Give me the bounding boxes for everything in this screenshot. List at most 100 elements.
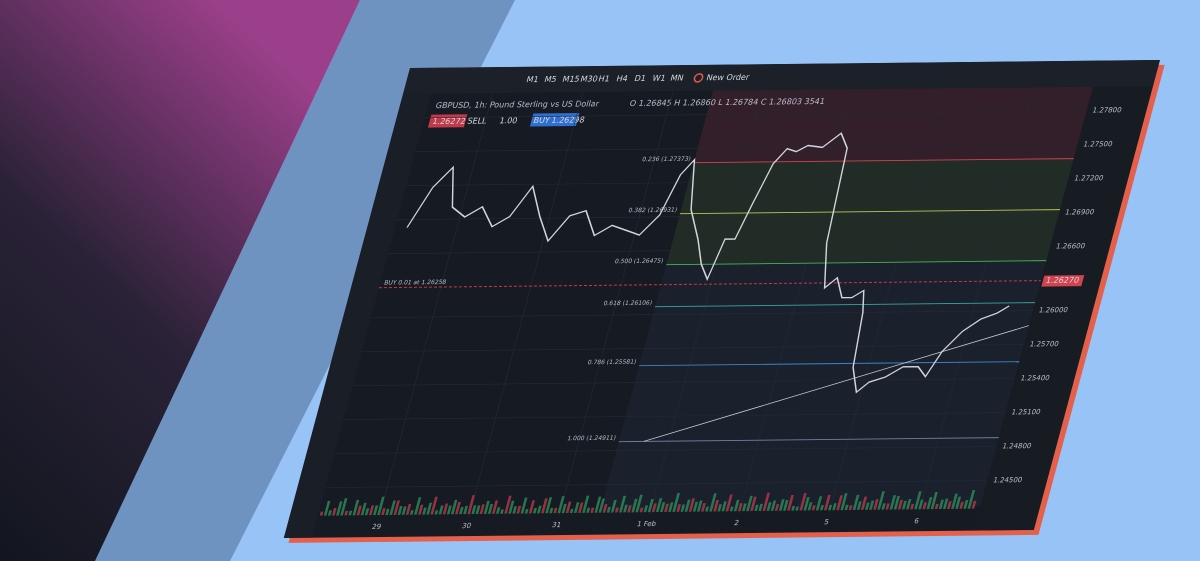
volume-bar	[963, 499, 969, 509]
volume-bar	[426, 502, 433, 515]
volume-bar	[889, 495, 897, 510]
volume-bar	[332, 507, 337, 516]
price-label: 1.26000	[1038, 305, 1070, 314]
timeframe[interactable]: M1	[525, 74, 540, 84]
volume-bar	[865, 502, 870, 510]
sell-label[interactable]: SELL	[466, 116, 488, 126]
volume-bar	[955, 496, 962, 509]
volume-bar	[852, 494, 860, 510]
volume-bar	[606, 506, 611, 513]
volume-bar	[713, 500, 719, 512]
volume-bar	[869, 500, 875, 510]
volume-bar	[922, 502, 927, 510]
volume-bar	[508, 500, 515, 514]
volume-bar	[430, 496, 438, 515]
volume-bar	[836, 495, 843, 511]
fib-line	[666, 260, 1047, 266]
volume-bar	[819, 505, 824, 511]
volume-bar	[783, 499, 789, 511]
time-label: 5	[823, 517, 830, 526]
volume-bar	[729, 506, 734, 512]
volume-bar	[758, 503, 763, 511]
volume-bar	[692, 501, 699, 512]
volume-bar	[860, 496, 868, 510]
fib-label: 1.000 (1.24911)	[566, 435, 616, 442]
volume-bar	[762, 492, 770, 511]
volume-bar	[901, 500, 907, 510]
timeframe[interactable]: MN	[669, 73, 685, 83]
timeframe[interactable]: W1	[651, 73, 667, 83]
fib-line	[618, 437, 999, 443]
volume-bar	[483, 500, 490, 514]
fib-label: 0.618 (1.26106)	[603, 300, 653, 307]
sidebar	[283, 93, 432, 538]
time-label: 31	[551, 520, 562, 529]
volume-bar	[352, 499, 360, 516]
volume-bar	[742, 503, 747, 512]
volume-bar	[520, 497, 528, 514]
volume-bar	[553, 507, 558, 514]
volume-bar	[647, 499, 654, 513]
time-label: 6	[913, 516, 920, 525]
timeframe[interactable]: M5	[543, 74, 558, 84]
order-icon[interactable]	[693, 73, 704, 83]
volume-bar	[373, 505, 379, 516]
fib-label: 0.786 (1.25581)	[587, 359, 637, 366]
volume-bar	[368, 505, 375, 516]
volume-bar	[627, 505, 632, 513]
time-label: 2	[733, 518, 740, 527]
volume-bar	[504, 495, 512, 514]
timeframe[interactable]: M15	[561, 74, 581, 84]
volume-bar	[877, 491, 885, 510]
timeframe[interactable]: H1	[597, 73, 611, 83]
current-price: 1.26270	[1045, 275, 1081, 285]
volume-bar	[500, 509, 504, 514]
volume-bar	[746, 495, 753, 512]
buy-label[interactable]: BUY	[532, 115, 551, 125]
volume-bar	[967, 489, 976, 509]
price-path	[406, 132, 1010, 394]
timeframe[interactable]: H4	[615, 73, 629, 83]
volume-bar	[631, 498, 638, 513]
volume-bar	[434, 510, 439, 515]
price-label: 1.24500	[992, 475, 1024, 484]
volume-bar	[672, 492, 680, 512]
volume-bar	[557, 496, 565, 514]
volume-bar	[717, 504, 722, 512]
order-line	[378, 280, 1042, 289]
price-label: 1.25100	[1010, 407, 1042, 416]
volume-bar	[754, 504, 759, 512]
volume-bar	[323, 500, 331, 516]
volume-bar	[590, 507, 595, 513]
volume-bar	[340, 498, 348, 516]
volume-bar	[385, 508, 390, 515]
volume-bar	[573, 502, 580, 513]
volume[interactable]: 1.00	[498, 115, 518, 125]
volume-bar	[569, 508, 574, 514]
volume-bar	[799, 493, 807, 511]
volume-bar	[393, 500, 400, 515]
timeframe[interactable]: M30	[579, 74, 599, 84]
fib-label: 0.236 (1.27373)	[641, 156, 691, 163]
volume-bar	[725, 494, 733, 512]
volume-bar	[705, 506, 710, 512]
volume-bar	[910, 503, 915, 510]
volume-bar	[516, 505, 522, 514]
volume-bar	[438, 505, 444, 515]
volume-bar	[795, 506, 799, 511]
sell-price[interactable]: 1.26272	[431, 116, 467, 126]
volume-bar	[688, 498, 695, 512]
volume-bar	[643, 505, 649, 513]
volume-bar	[844, 504, 849, 511]
volume-bar	[565, 501, 572, 514]
volume-bar	[897, 499, 904, 510]
new-order[interactable]: New Order	[705, 72, 751, 82]
buy-price[interactable]: 1.26298	[550, 115, 586, 125]
order-label: BUY 0.01 at 1.26258	[383, 279, 447, 287]
current-price-tag	[1041, 275, 1085, 287]
volume-bar	[938, 499, 944, 510]
volume-bar	[660, 502, 666, 513]
timeframe[interactable]: D1	[633, 73, 647, 83]
